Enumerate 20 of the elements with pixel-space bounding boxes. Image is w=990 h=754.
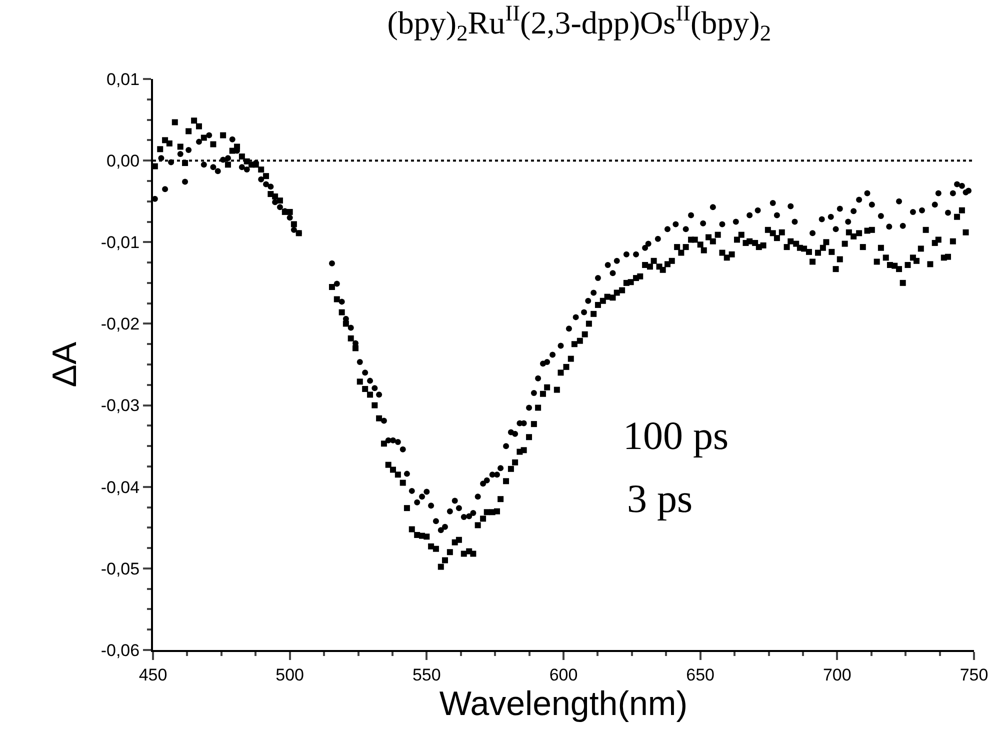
annotation: 100 ps [623, 413, 729, 458]
y-tick-label: -0,04 [100, 478, 140, 497]
y-tick-label: 0,01 [106, 70, 140, 89]
y-tick-label: 0,00 [106, 152, 140, 171]
x-axis-title: Wavelength(nm) [439, 685, 688, 724]
x-tick-label: 550 [412, 665, 441, 684]
y-tick-label: -0,02 [100, 314, 140, 334]
x-tick-label: 650 [686, 665, 715, 684]
x-tick-label: 750 [960, 665, 988, 684]
chart-title: (bpy)$_{2}$Ru$^{II}$(2,3-dpp)Os$^{II}$(bpy)$_{2}$ [387, 0, 772, 46]
y-axis-title: ΔA [46, 341, 84, 388]
x-tick-label: 600 [549, 665, 578, 684]
x-tick-label: 700 [822, 665, 852, 684]
y-tick-label: -0,05 [100, 559, 140, 578]
y-tick-label: -0,01 [100, 233, 140, 252]
y-tick-label: -0,03 [100, 396, 140, 416]
annotation: 3 ps [627, 476, 693, 521]
x-tick-label: 500 [276, 665, 304, 684]
x-tick-label: 450 [138, 665, 168, 684]
y-tick-label: -0,06 [100, 640, 140, 660]
